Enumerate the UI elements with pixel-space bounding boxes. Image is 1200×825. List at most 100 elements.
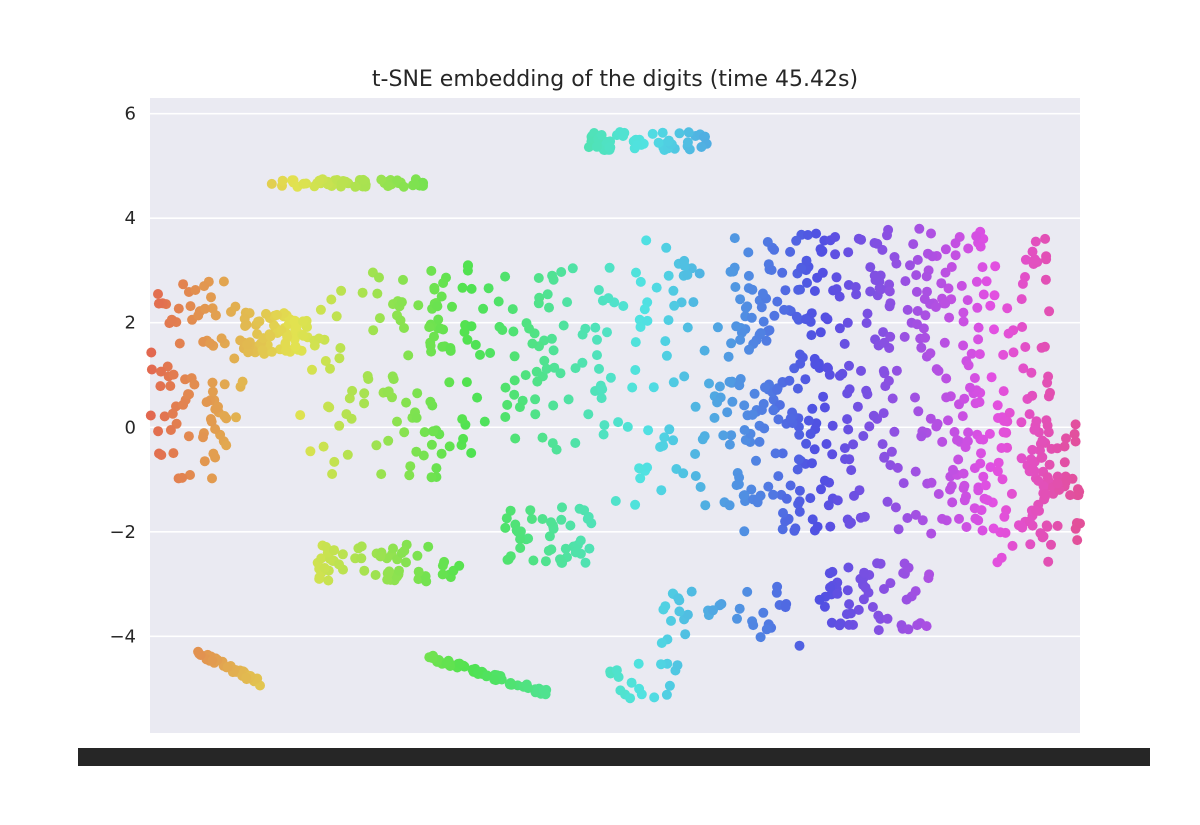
scatter-point — [1000, 527, 1011, 538]
scatter-point — [890, 502, 901, 513]
scatter-point — [1045, 387, 1055, 398]
scatter-point — [1040, 489, 1051, 499]
scatter-point — [500, 382, 511, 393]
scatter-point — [931, 421, 942, 432]
scatter-point — [785, 413, 796, 424]
plot-background — [150, 98, 1080, 733]
scatter-point — [272, 309, 282, 320]
scatter-point — [478, 303, 489, 314]
scatter-point — [383, 386, 394, 397]
scatter-point — [1020, 254, 1031, 265]
scatter-point — [530, 394, 541, 405]
scatter-point — [815, 244, 826, 255]
scatter-point — [794, 640, 805, 651]
scatter-point — [856, 365, 866, 376]
scatter-point — [205, 338, 216, 349]
scatter-point — [930, 302, 941, 312]
scatter-point — [723, 351, 734, 362]
scatter-point — [1040, 274, 1051, 285]
scatter-point — [660, 336, 671, 347]
scatter-point — [883, 224, 894, 235]
scatter-point — [489, 674, 500, 685]
scatter-point — [818, 391, 829, 402]
scatter-point — [792, 464, 803, 475]
scatter-point — [1065, 490, 1076, 501]
scatter-point — [830, 232, 841, 242]
scatter-point — [780, 602, 791, 613]
scatter-point — [921, 271, 932, 282]
scatter-point — [1018, 363, 1029, 374]
scatter-point — [997, 474, 1008, 485]
scatter-point — [190, 285, 201, 295]
scatter-point — [1059, 457, 1070, 468]
scatter-point — [658, 440, 669, 451]
scatter-point — [537, 514, 548, 524]
scatter-point — [178, 279, 189, 290]
scatter-point — [462, 265, 473, 276]
scatter-point — [508, 326, 519, 337]
scatter-point — [177, 472, 188, 483]
scatter-point — [985, 300, 996, 311]
scatter-point — [641, 235, 652, 246]
scatter-point — [622, 421, 633, 432]
scatter-point — [674, 606, 685, 617]
scatter-point — [899, 558, 910, 569]
scatter-point — [421, 576, 432, 587]
scatter-point — [682, 269, 693, 280]
scatter-point — [372, 288, 383, 299]
scatter-point — [950, 250, 961, 261]
scatter-point — [642, 315, 653, 326]
scatter-point — [542, 289, 553, 300]
scatter-point — [937, 513, 948, 524]
scatter-point — [466, 448, 477, 458]
scatter-point — [916, 342, 927, 353]
scatter-point — [153, 289, 163, 299]
x-tick-labels-overlap — [78, 748, 1150, 766]
scatter-point — [840, 454, 850, 465]
scatter-point — [1003, 328, 1014, 339]
scatter-point — [153, 426, 164, 437]
scatter-point — [900, 276, 911, 287]
scatter-point — [472, 392, 483, 403]
scatter-point — [295, 410, 306, 421]
scatter-point — [974, 349, 985, 360]
scatter-point — [403, 350, 414, 361]
scatter-point — [817, 267, 828, 278]
scatter-point — [978, 434, 989, 445]
scatter-point — [257, 345, 268, 356]
scatter-point — [507, 304, 518, 315]
scatter-point — [975, 241, 986, 252]
scatter-point — [730, 282, 741, 292]
scatter-point — [315, 304, 326, 315]
scatter-point — [996, 552, 1007, 563]
scatter-point — [777, 448, 788, 459]
scatter-point — [751, 455, 761, 466]
scatter-point — [388, 543, 398, 554]
scatter-point — [844, 384, 855, 395]
scatter-point — [861, 318, 872, 328]
scatter-point — [473, 667, 484, 678]
scatter-point — [800, 374, 811, 385]
scatter-point — [1041, 520, 1052, 531]
scatter-point — [326, 294, 337, 305]
scatter-point — [922, 248, 933, 259]
scatter-point — [925, 348, 936, 359]
scatter-point — [583, 142, 594, 153]
scatter-point — [219, 411, 230, 421]
scatter-point — [565, 520, 576, 531]
scatter-point — [229, 353, 240, 364]
scatter-point — [699, 345, 710, 356]
scatter-point — [878, 327, 889, 338]
scatter-point — [668, 435, 679, 446]
scatter-point — [724, 376, 735, 387]
scatter-point — [785, 480, 796, 491]
scatter-point — [599, 420, 610, 431]
scatter-point — [957, 411, 968, 422]
scatter-point — [336, 178, 347, 189]
scatter-point — [331, 311, 342, 322]
scatter-point — [739, 425, 750, 435]
scatter-point — [630, 337, 641, 348]
scatter-point — [868, 410, 879, 421]
scatter-point — [815, 327, 826, 338]
scatter-point — [605, 372, 616, 383]
